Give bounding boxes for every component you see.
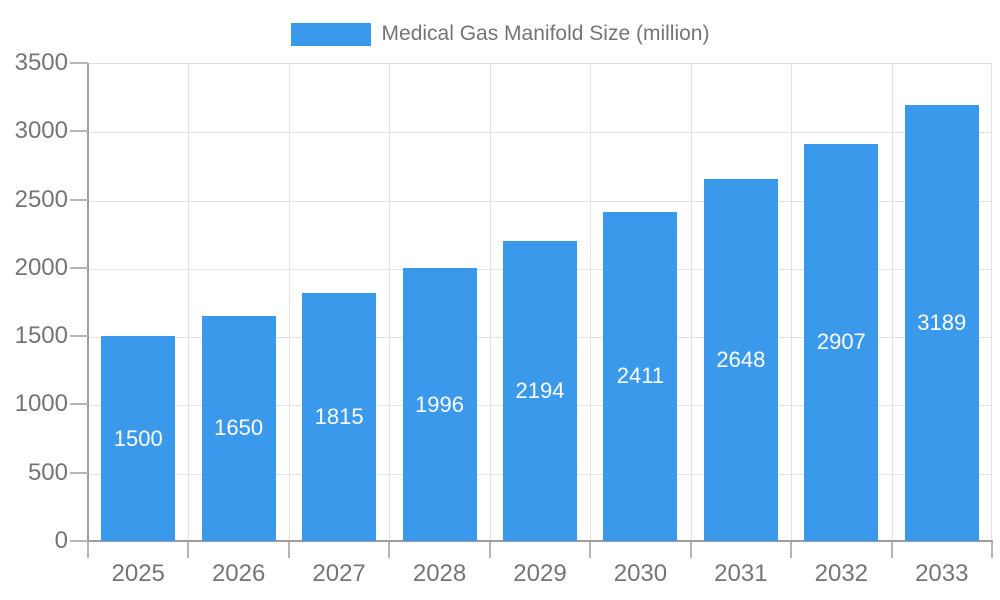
x-axis-tick	[589, 542, 592, 558]
y-axis-line	[87, 63, 89, 542]
gridline-vertical	[288, 64, 290, 541]
x-axis-tick	[187, 542, 190, 558]
x-axis-tick	[287, 542, 290, 558]
x-axis-tick	[388, 542, 391, 558]
y-axis-tick	[70, 62, 88, 64]
legend-swatch	[290, 22, 371, 46]
x-axis-tick	[87, 542, 89, 558]
y-axis-label: 2000	[14, 253, 68, 281]
x-axis-label: 2029	[513, 560, 567, 587]
y-axis-label: 500	[27, 458, 68, 486]
x-axis-tick	[790, 542, 793, 558]
bar-2030: 2411	[603, 211, 678, 541]
bar-value-label: 2411	[616, 363, 665, 389]
gridline-vertical	[489, 64, 491, 541]
y-axis-tick	[70, 471, 88, 474]
bar-2027: 1815	[302, 293, 377, 541]
x-axis-label: 2026	[211, 560, 266, 587]
bar-value-label: 1815	[314, 404, 364, 430]
y-axis-label: 1500	[14, 322, 68, 350]
bar-2029: 2194	[503, 241, 577, 541]
y-axis-tick	[70, 198, 88, 201]
gridline-vertical	[791, 64, 793, 541]
bar-value-label: 2907	[816, 329, 866, 355]
y-axis-tick	[70, 130, 88, 133]
bar-2025: 1500	[101, 336, 176, 541]
gridline-vertical	[188, 64, 190, 541]
gridline-vertical	[590, 64, 592, 541]
y-axis-label: 3000	[14, 117, 68, 145]
gridline-vertical	[389, 64, 391, 541]
legend-label: Medical Gas Manifold Size (million)	[381, 22, 710, 45]
x-axis-label: 2032	[814, 560, 869, 587]
bar-2033: 3189	[904, 105, 979, 541]
x-axis-label: 2030	[613, 560, 668, 587]
y-axis-tick	[70, 540, 88, 542]
bar-2031: 2648	[703, 179, 778, 541]
bar-value-label: 1500	[113, 425, 163, 451]
x-axis-label: 2031	[714, 560, 768, 587]
y-axis-label: 1000	[14, 390, 68, 418]
x-axis-tick	[890, 542, 893, 558]
y-axis-tick	[70, 335, 88, 338]
bar-value-label: 1650	[214, 415, 264, 441]
y-axis-tick	[70, 266, 88, 269]
bar-value-label: 1996	[415, 391, 465, 417]
x-axis-tick	[689, 542, 692, 558]
bar-2028: 1996	[402, 268, 477, 541]
bar-value-label: 2194	[515, 378, 565, 404]
x-axis-label: 2033	[915, 560, 969, 587]
y-axis-label: 2500	[14, 185, 68, 213]
legend: Medical Gas Manifold Size (million)	[0, 18, 1000, 50]
bar-2032: 2907	[804, 143, 879, 541]
x-axis-label: 2027	[312, 560, 366, 587]
gridline-vertical	[690, 64, 692, 541]
x-axis-tick	[488, 542, 491, 558]
y-axis-label: 0	[54, 527, 68, 554]
x-axis-line	[87, 540, 993, 542]
bar-value-label: 3189	[917, 310, 967, 336]
y-axis-tick	[70, 403, 88, 406]
x-axis-label: 2025	[111, 560, 165, 587]
gridline-horizontal	[88, 200, 991, 202]
bar-value-label: 2648	[716, 347, 766, 373]
gridline-horizontal	[88, 132, 991, 134]
y-axis-label: 3500	[14, 49, 68, 76]
bar-2026: 1650	[201, 315, 276, 541]
x-axis-label: 2028	[412, 560, 467, 587]
gridline-vertical	[891, 64, 893, 541]
legend-item[interactable]: Medical Gas Manifold Size (million)	[290, 22, 710, 46]
x-axis-tick	[991, 542, 993, 558]
